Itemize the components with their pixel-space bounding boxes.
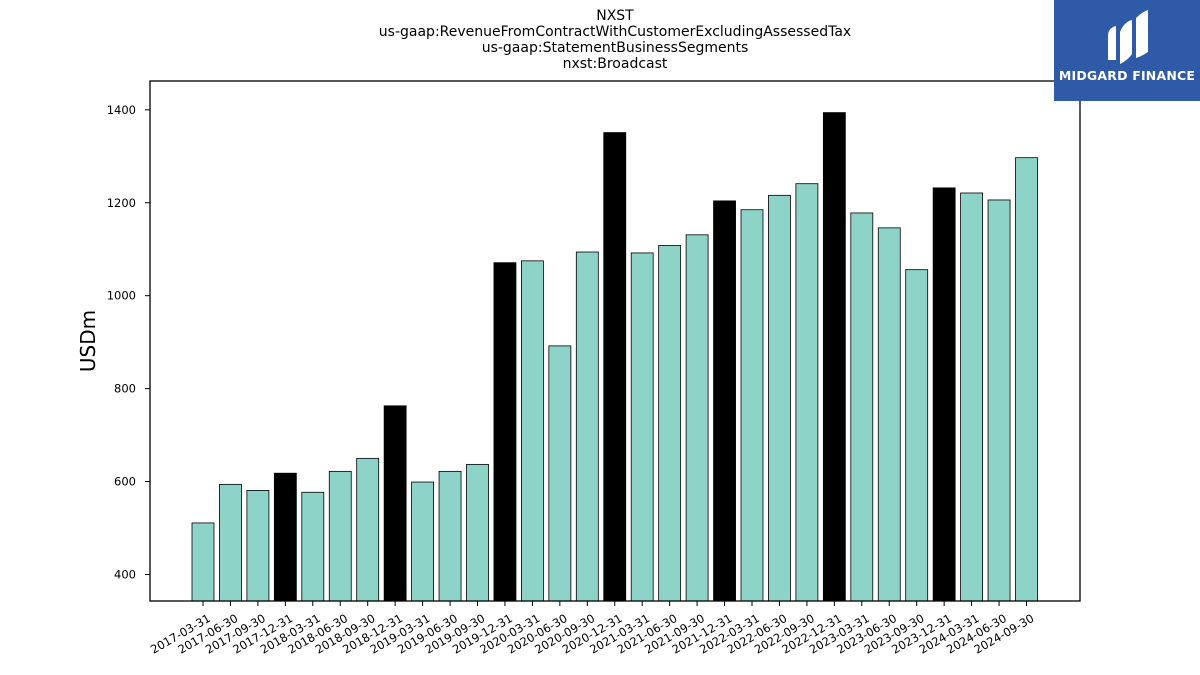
bar-2022-12-31 <box>822 112 846 602</box>
y-tick-label: 600 <box>114 475 136 489</box>
bar-2020-12-31 <box>603 132 627 602</box>
bar-2024-03-31 <box>960 192 983 602</box>
y-tick-label: 800 <box>114 382 136 396</box>
bar-2018-03-31 <box>301 491 325 602</box>
bar-2020-06-30 <box>548 345 572 602</box>
bar-2020-09-30 <box>575 251 599 602</box>
y-tick-label: 1400 <box>107 103 136 117</box>
bar-2020-03-31 <box>521 260 544 602</box>
bar-2021-12-31 <box>713 200 736 602</box>
chart-title-concept: us-gaap:RevenueFromContractWithCustomerE… <box>378 24 852 40</box>
bar-2023-09-30 <box>905 269 929 602</box>
y-axis: 400 600 800 1000 1200 1400 <box>107 103 150 582</box>
y-tick-label: 1000 <box>107 289 136 303</box>
chart-title-member: nxst:Broadcast <box>562 56 668 72</box>
bar-2022-03-31 <box>740 209 764 602</box>
bar-2019-03-31 <box>411 481 435 602</box>
bar-2018-09-30 <box>356 457 380 602</box>
bar-2018-06-30 <box>328 470 352 602</box>
bar-2019-06-30 <box>438 470 462 602</box>
bar-2023-03-31 <box>850 212 874 602</box>
chart-title-axis: us-gaap:StatementBusinessSegments <box>481 40 749 56</box>
bar-2022-09-30 <box>795 183 819 602</box>
midgard-finance-logo: MIDGARD FINANCE <box>1054 0 1200 101</box>
bar-2023-12-31 <box>932 187 956 602</box>
logo-text: MIDGARD FINANCE <box>1058 68 1196 83</box>
y-tick-label: 1200 <box>107 196 136 210</box>
x-axis: 2017-03-312017-06-302017-09-302017-12-31… <box>148 601 1036 657</box>
bar-2024-09-30 <box>1015 157 1038 602</box>
bar-2023-06-30 <box>877 227 901 602</box>
bar-2022-06-30 <box>768 194 791 602</box>
bar-2017-12-31 <box>273 472 297 602</box>
midgard-logo-icon <box>1108 10 1148 64</box>
bar-2018-12-31 <box>383 405 407 602</box>
bar-2017-09-30 <box>246 489 270 602</box>
chart-title-ticker: NXST <box>596 8 634 24</box>
bar-2021-03-31 <box>630 252 654 602</box>
bar-2019-09-30 <box>466 463 489 602</box>
bar-2024-06-30 <box>987 199 1011 602</box>
bar-2021-09-30 <box>685 234 709 602</box>
bar-2021-06-30 <box>658 245 682 602</box>
bar-2017-03-31 <box>191 522 215 602</box>
bar-2017-06-30 <box>219 483 242 602</box>
y-axis-label: USDm <box>76 310 100 372</box>
y-tick-label: 400 <box>114 568 136 582</box>
bar-2019-12-31 <box>493 262 517 602</box>
bars-group <box>191 112 1038 602</box>
